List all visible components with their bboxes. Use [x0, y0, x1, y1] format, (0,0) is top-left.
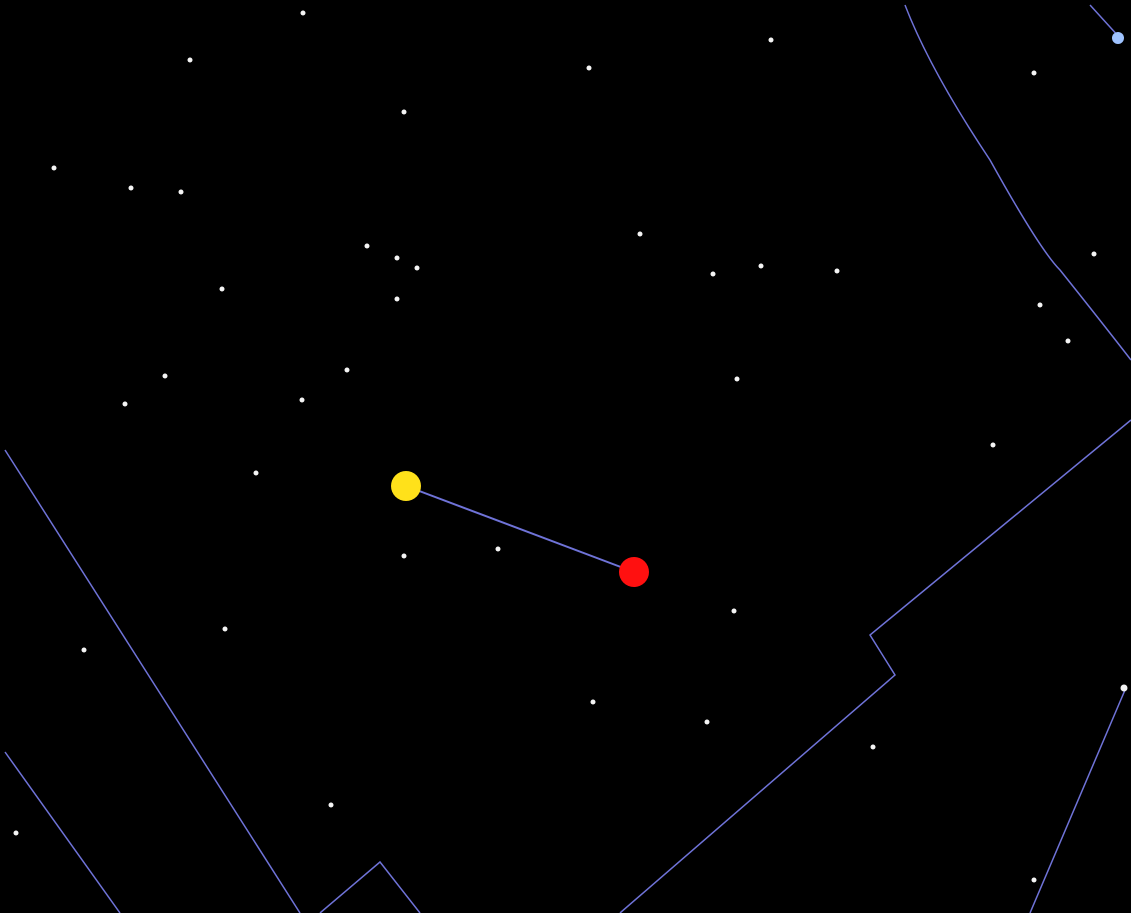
boundary-line: [4, 449, 301, 913]
star: [834, 268, 840, 274]
boundary-line: [904, 4, 1131, 361]
star: [710, 271, 716, 277]
star: [128, 185, 134, 191]
star: [590, 699, 596, 705]
star: [704, 719, 710, 725]
star: [768, 37, 774, 43]
star: [187, 57, 193, 63]
star: [162, 373, 168, 379]
yellow-marker: [391, 471, 421, 501]
star: [219, 286, 225, 292]
star: [990, 442, 996, 448]
star: [51, 165, 57, 171]
star: [364, 243, 370, 249]
star: [1120, 684, 1128, 692]
boundary-line: [4, 751, 121, 913]
star: [13, 830, 19, 836]
star: [495, 546, 501, 552]
star: [731, 608, 737, 614]
star: [586, 65, 592, 71]
star: [637, 231, 643, 237]
star: [122, 401, 128, 407]
boundary-line: [1089, 4, 1121, 39]
star: [222, 626, 228, 632]
star: [344, 367, 350, 373]
star: [1065, 338, 1071, 344]
red-marker: [619, 557, 649, 587]
boundary-line: [1029, 689, 1126, 913]
star: [414, 265, 420, 271]
star: [1091, 251, 1097, 257]
constellation-boundaries: [4, 4, 1131, 913]
star: [394, 296, 400, 302]
star: [758, 263, 764, 269]
star: [734, 376, 740, 382]
star: [1112, 32, 1124, 44]
connector-line: [405, 485, 635, 573]
star: [300, 10, 306, 16]
star: [401, 553, 407, 559]
star: [253, 470, 259, 476]
star: [328, 802, 334, 808]
star: [1031, 877, 1037, 883]
star: [870, 744, 876, 750]
star: [81, 647, 87, 653]
star: [1037, 302, 1043, 308]
boundary-line: [619, 419, 1131, 913]
star: [394, 255, 400, 261]
star: [178, 189, 184, 195]
star: [401, 109, 407, 115]
star: [1031, 70, 1037, 76]
stars: [13, 10, 1128, 883]
boundary-line: [319, 860, 421, 913]
star: [299, 397, 305, 403]
